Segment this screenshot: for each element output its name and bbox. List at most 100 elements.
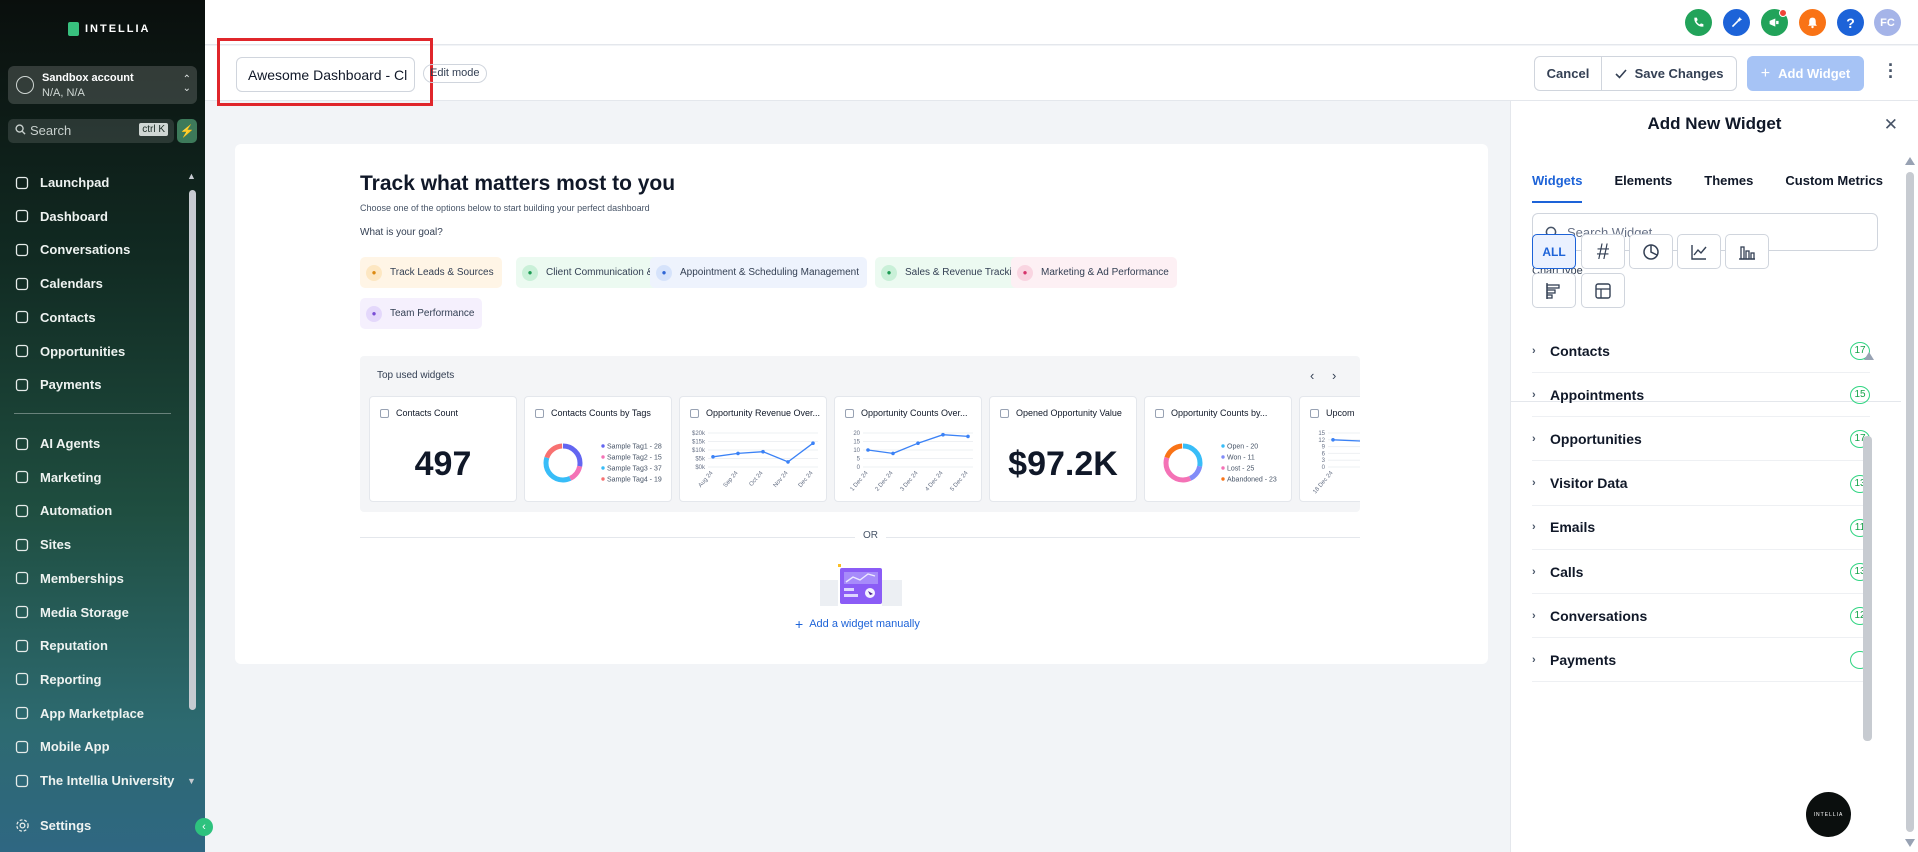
category-emails[interactable]: › Emails 11 [1532,506,1870,550]
category-opportunities[interactable]: › Opportunities 17 [1532,417,1870,462]
close-icon[interactable]: ✕ [1883,115,1898,134]
megaphone-icon[interactable] [1761,9,1788,36]
sidebar-item-contacts[interactable]: Contacts [0,301,185,334]
sidebar-item-conversations[interactable]: Conversations [0,233,185,266]
sidebar-item-label: Settings [40,818,92,833]
tab-themes[interactable]: Themes [1704,173,1754,188]
scroll-thumb[interactable] [189,190,196,710]
category-visitor-data[interactable]: › Visitor Data 13 [1532,462,1870,506]
goal-icon: ● [366,305,382,322]
goal-chip[interactable]: ● Team Performance [360,298,483,329]
widget-card[interactable]: Opportunity Counts by... Open - 20 Won - 1… [1144,396,1292,502]
sidebar-item-reporting[interactable]: Reporting [0,663,185,696]
goal-chip[interactable]: ● Marketing & Ad Performance [1011,257,1177,288]
add-widget-manually-link[interactable]: + Add a widget manually [795,616,920,632]
legend-label: Sample Tag2 - 15 [607,455,662,462]
chart-type-number-button[interactable]: # [1581,234,1625,269]
panel-scrollbar[interactable] [1906,172,1914,832]
more-options-icon[interactable]: · · · [1888,55,1894,87]
sidebar-item-launchpad[interactable]: Launchpad [0,166,185,199]
list-scroll-up-icon[interactable] [1863,351,1875,361]
tab-elements[interactable]: Elements [1614,173,1673,188]
legend-dot [601,455,605,459]
sidebar-item-opportunities[interactable]: Opportunities [0,335,185,368]
sidebar-item-app-marketplace[interactable]: App Marketplace [0,697,185,730]
goal-chip-label: Appointment & Scheduling Management [680,267,860,278]
chart-type-all-button[interactable]: ALL [1532,234,1576,269]
sidebar-scrollbar[interactable]: ▲ ▼ [185,168,199,786]
chart-type-hbar-button[interactable] [1532,273,1576,308]
sidebar-search[interactable]: Search ctrl K [8,119,174,143]
panel-scroll-up-icon[interactable] [1904,156,1916,166]
add-widget-button[interactable]: + Add Widget [1747,56,1864,91]
chart-type-bar-button[interactable] [1725,234,1769,269]
panel-scroll-down-icon[interactable] [1904,838,1916,848]
widget-checkbox[interactable] [380,409,389,418]
widget-card[interactable]: Contacts Count 497 [369,396,517,502]
goal-chip[interactable]: ● Track Leads & Sources [360,257,502,288]
account-switcher[interactable]: Sandbox account N/A, N/A ⌃ ⌄ [8,66,197,104]
scroll-up-icon[interactable]: ▲ [187,171,196,181]
widget-checkbox[interactable] [1155,409,1164,418]
widget-checkbox[interactable] [845,409,854,418]
widget-card[interactable]: Opportunity Counts Over... 20 15 10 5 0 1 Dec … [834,396,982,502]
sidebar-item-memberships[interactable]: Memberships [0,562,185,595]
chevron-right-icon[interactable]: › [1332,368,1337,383]
widget-card[interactable]: Upcom 15 12 9 6 3 0 18 Dec 24 25 Dec [1299,396,1360,502]
magic-wand-icon[interactable] [1723,9,1750,36]
category-contacts[interactable]: › Contacts 17 [1532,329,1870,373]
sidebar-item-settings[interactable]: Settings [0,809,185,842]
dashboard-name-input[interactable]: Awesome Dashboard - Cl [236,57,415,92]
sidebar-item-calendars[interactable]: Calendars [0,267,185,300]
sidebar-item-mobile-app[interactable]: Mobile App [0,730,185,763]
sidebar-item-payments[interactable]: Payments [0,368,185,401]
goal-chip-label: Team Performance [390,308,475,319]
chart-type-line-button[interactable] [1677,234,1721,269]
sidebar-item-automation[interactable]: Automation [0,494,185,527]
widget-checkbox[interactable] [535,409,544,418]
bar-chart-icon [1738,243,1756,261]
category-conversations[interactable]: › Conversations 12 [1532,594,1870,639]
cancel-button[interactable]: Cancel [1534,56,1602,91]
sidebar-item-sites[interactable]: Sites [0,528,185,561]
tab-widgets[interactable]: Widgets [1532,173,1583,203]
phone-icon[interactable] [1685,9,1712,36]
widget-card[interactable]: Opportunity Revenue Over... $20k $15k $10k $… [679,396,827,502]
save-changes-button[interactable]: Save Changes [1601,56,1737,91]
chat-launcher[interactable]: INTELLIA [1806,792,1851,837]
widget-checkbox[interactable] [690,409,699,418]
goal-chip[interactable]: ● Sales & Revenue Tracking [875,257,1031,288]
chart-type-pie-button[interactable] [1629,234,1673,269]
send-icon [14,469,30,485]
chevron-left-icon[interactable]: ‹ [1310,368,1315,383]
category-calls[interactable]: › Calls 13 [1532,550,1870,594]
chevron-updown-icon: ⌃ ⌄ [182,74,191,94]
chart-type-table-button[interactable] [1581,273,1625,308]
sidebar-item-dashboard[interactable]: Dashboard [0,200,185,233]
sidebar-item-the-intellia-university[interactable]: The Intellia University [0,764,185,797]
widget-card[interactable]: Opened Opportunity Value $97.2K [989,396,1137,502]
category-payments[interactable]: › Payments [1532,638,1870,683]
tab-custom-metrics[interactable]: Custom Metrics [1785,173,1883,188]
widget-card[interactable]: Contacts Counts by Tags Sample Tag1 - 28 S… [524,396,672,502]
goal-chip[interactable]: ● Appointment & Scheduling Management [650,257,868,288]
star-icon [14,638,30,654]
sidebar-item-marketing[interactable]: Marketing [0,461,185,494]
collapse-sidebar-icon[interactable]: ‹ [195,818,213,836]
sidebar-item-reputation[interactable]: Reputation [0,629,185,662]
quick-actions-bolt-icon[interactable]: ⚡ [177,119,197,143]
scroll-down-icon[interactable]: ▼ [187,776,196,786]
user-avatar[interactable]: FC [1874,9,1901,36]
widget-checkbox[interactable] [1310,409,1319,418]
bell-icon[interactable] [1799,9,1826,36]
widget-title: Contacts Counts by Tags [551,408,651,418]
sidebar-item-ai-agents[interactable]: AI Agents [0,427,185,460]
category-appointments[interactable]: › Appointments 15 [1532,373,1870,418]
widget-checkbox[interactable] [1000,409,1009,418]
category-scrollbar[interactable] [1863,436,1872,741]
sidebar-item-media-storage[interactable]: Media Storage [0,596,185,629]
help-icon[interactable]: ? [1837,9,1864,36]
brand-logo[interactable]: INTELLIA [68,22,151,36]
goal-icon: ● [656,264,672,281]
